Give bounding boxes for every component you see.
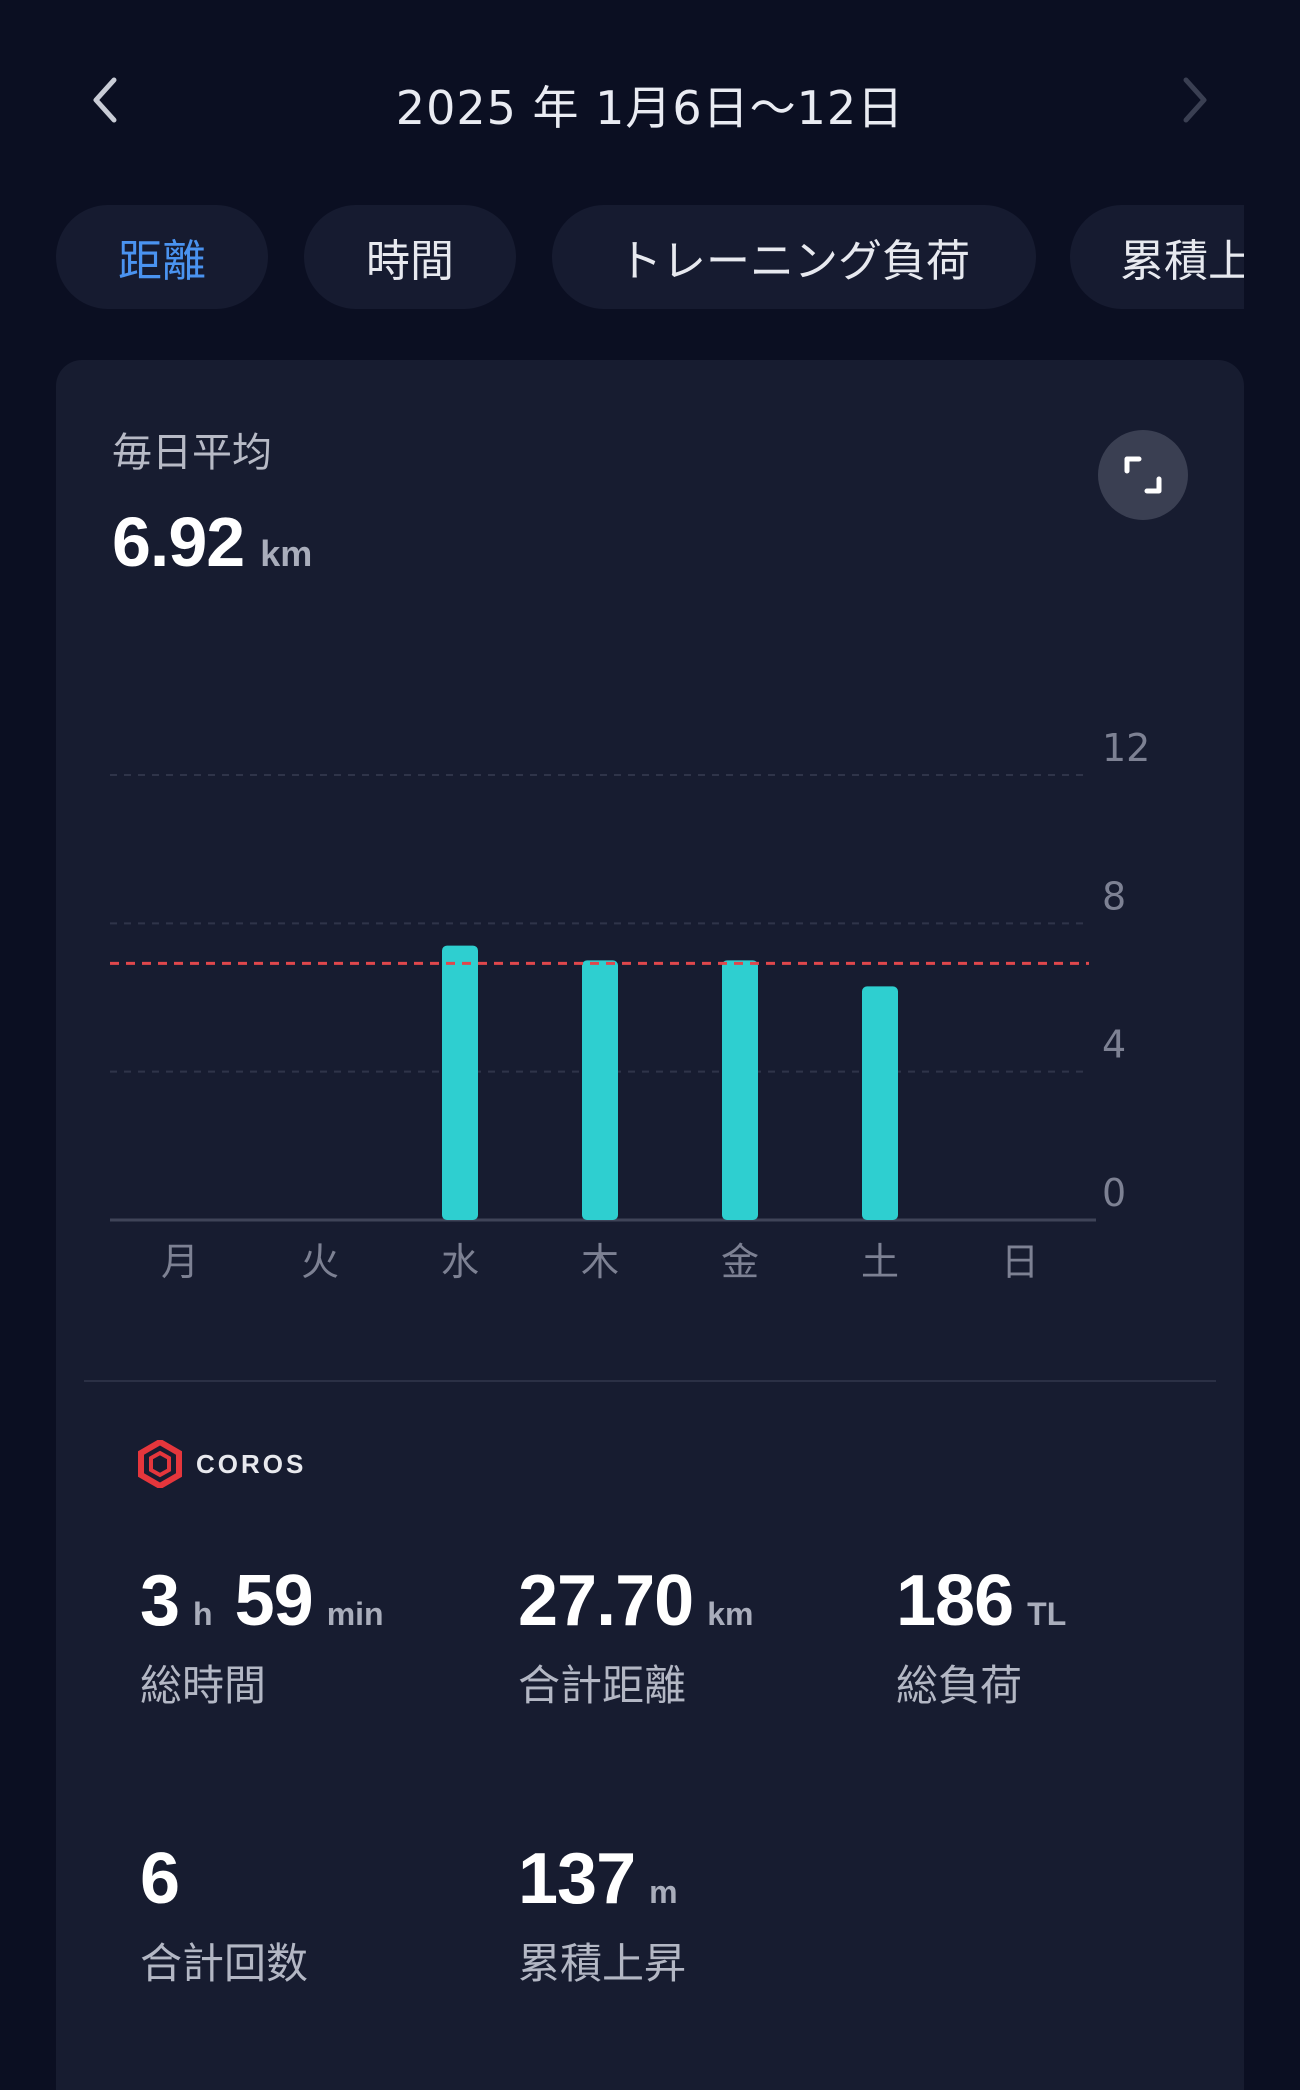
coros-wordmark: COROS xyxy=(196,1448,307,1479)
total-distance-label: 合計距離 xyxy=(518,1661,687,1710)
total-ascent-value: 137 xyxy=(518,1839,636,1919)
total-distance-value: 27.70 xyxy=(518,1561,694,1641)
header: 2025 年 1月6日～12日 xyxy=(0,40,1300,160)
x-tick-label: 月 xyxy=(161,1240,199,1284)
chevron-left-icon xyxy=(93,77,117,123)
expand-icon xyxy=(1124,456,1162,494)
total-ascent-label: 累積上昇 xyxy=(518,1939,687,1988)
total-time-hours: 3 xyxy=(140,1561,180,1641)
total-load-label: 総負荷 xyxy=(896,1661,1023,1710)
distance-bar-chart: 12 8 4 0 月 火 水 木 金 土 日 xyxy=(56,720,1244,1660)
bar-3 xyxy=(582,960,618,1220)
expand-chart-button[interactable] xyxy=(1098,430,1188,520)
daily-average-number: 6.92 xyxy=(112,503,245,581)
y-tick-label: 12 xyxy=(1102,726,1150,770)
x-tick-label: 水 xyxy=(441,1240,479,1284)
total-time-label: 総時間 xyxy=(140,1661,267,1710)
y-tick-label: 0 xyxy=(1102,1171,1126,1215)
chart-svg: 12 8 4 0 月 火 水 木 金 土 日 xyxy=(110,726,1150,1284)
total-count-label: 合計回数 xyxy=(140,1939,309,1988)
stat-total-count: 6 合計回数 xyxy=(140,1838,308,1991)
coros-logo-icon xyxy=(138,1440,182,1488)
date-range-title: 2025 年 1月6日～12日 xyxy=(395,81,905,135)
total-load-value: 186 xyxy=(896,1561,1014,1641)
total-count-value: 6 xyxy=(140,1839,180,1919)
total-time-minutes-unit: min xyxy=(326,1596,384,1632)
stat-total-ascent: 137 m 累積上昇 xyxy=(518,1838,700,1991)
bar-5 xyxy=(862,986,898,1220)
total-load-unit: TL xyxy=(1027,1596,1067,1632)
chevron-right-icon xyxy=(1183,77,1207,123)
tab-training-load[interactable]: トレーニング負荷 xyxy=(552,205,1036,309)
y-tick-label: 8 xyxy=(1102,874,1126,918)
y-tick-label: 4 xyxy=(1102,1023,1126,1067)
x-tick-label: 火 xyxy=(301,1240,339,1284)
x-tick-label: 日 xyxy=(1001,1240,1039,1284)
summary-card: 毎日平均 6.92 km 12 8 4 0 月 火 水 木 金 土 日 COROS 3 h xyxy=(56,360,1244,2090)
daily-average-label: 毎日平均 xyxy=(112,430,272,476)
total-time-minutes: 59 xyxy=(234,1561,314,1641)
total-ascent-unit: m xyxy=(649,1874,678,1910)
next-week-button[interactable] xyxy=(1165,70,1225,130)
tab-distance[interactable]: 距離 xyxy=(56,205,268,309)
tab-time[interactable]: 時間 xyxy=(304,205,516,309)
coros-brand: COROS xyxy=(136,1440,306,1488)
total-time-hours-unit: h xyxy=(193,1596,213,1632)
bar-2 xyxy=(442,945,478,1220)
stat-total-distance: 27.70 km 合計距離 xyxy=(518,1560,775,1713)
divider xyxy=(84,1380,1216,1382)
total-distance-unit: km xyxy=(707,1596,754,1632)
stat-total-time: 3 h 59 min 総時間 xyxy=(140,1560,406,1713)
daily-average-unit: km xyxy=(260,533,313,574)
x-tick-label: 土 xyxy=(861,1240,899,1284)
stat-total-load: 186 TL 総負荷 xyxy=(896,1560,1088,1713)
daily-average-value: 6.92 km xyxy=(112,502,312,582)
x-tick-label: 金 xyxy=(721,1240,759,1284)
metric-tabs: 距離 時間 トレーニング負荷 累積上 xyxy=(56,205,1244,309)
previous-week-button[interactable] xyxy=(75,70,135,130)
bar-4 xyxy=(722,960,758,1220)
tab-ascent[interactable]: 累積上 xyxy=(1070,205,1244,309)
x-tick-label: 木 xyxy=(581,1240,619,1284)
